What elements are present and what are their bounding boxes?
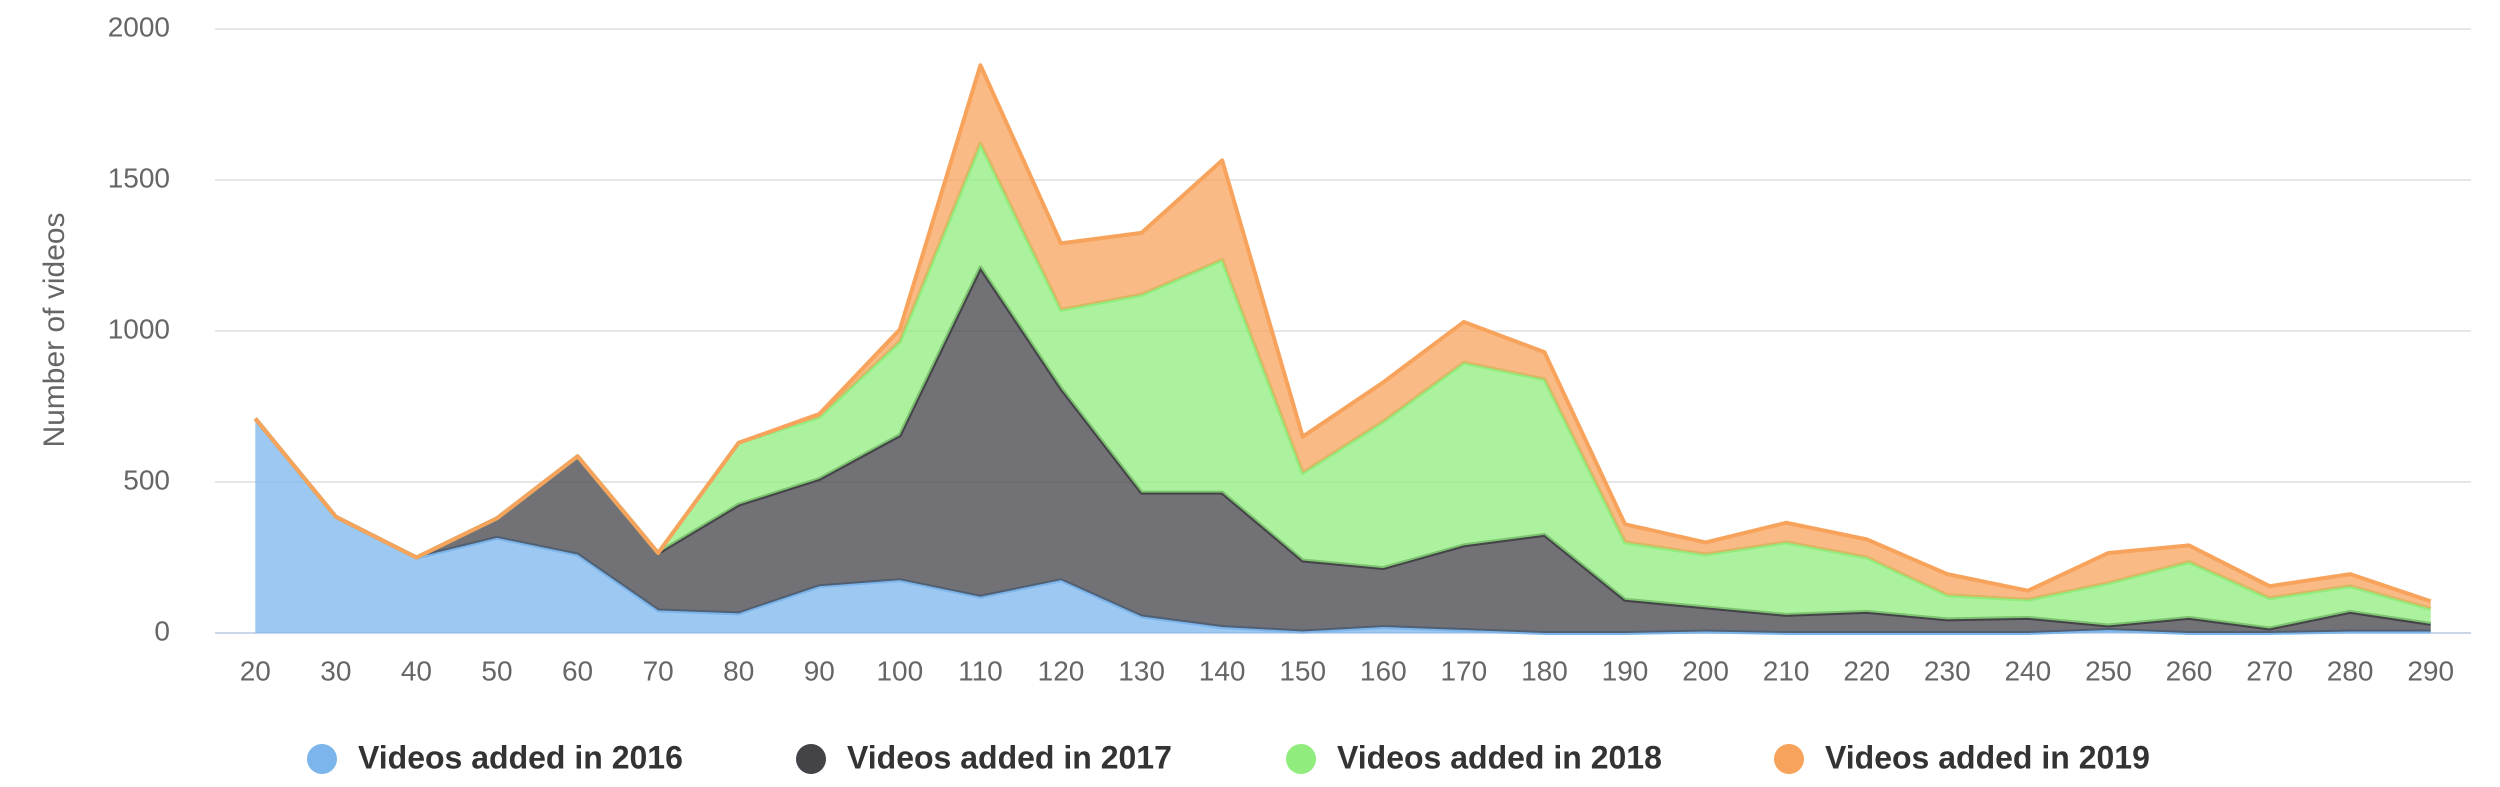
x-tick-label: 230 bbox=[1924, 655, 1971, 686]
x-tick-label: 210 bbox=[1763, 655, 1810, 686]
x-tick-label: 30 bbox=[320, 655, 351, 686]
area bbox=[255, 267, 2431, 633]
legend-text[interactable]: Videos added in 2019 bbox=[1825, 739, 2150, 775]
x-tick-label: 180 bbox=[1521, 655, 1568, 686]
legend-text[interactable]: Videos added in 2016 bbox=[358, 739, 683, 775]
legend-marker[interactable] bbox=[1286, 744, 1316, 774]
x-tick-label: 240 bbox=[2004, 655, 2051, 686]
y-axis-label: Number of videos bbox=[38, 212, 71, 447]
x-tick-label: 100 bbox=[876, 655, 923, 686]
x-tick-label: 90 bbox=[804, 655, 835, 686]
x-tick-label: 270 bbox=[2246, 655, 2293, 686]
x-tick-label: 280 bbox=[2327, 655, 2374, 686]
x-tick-label: 200 bbox=[1682, 655, 1729, 686]
legend-marker[interactable] bbox=[796, 744, 826, 774]
x-tick-label: 220 bbox=[1843, 655, 1890, 686]
x-tick-label: 40 bbox=[401, 655, 432, 686]
y-tick-label: 0 bbox=[154, 615, 170, 646]
x-tick-label: 130 bbox=[1118, 655, 1165, 686]
area-line bbox=[253, 63, 2432, 604]
x-tick-label: 290 bbox=[2407, 655, 2454, 686]
x-tick-label: 110 bbox=[958, 655, 1003, 686]
legend-text[interactable]: Videos added in 2017 bbox=[847, 739, 1172, 775]
x-tick-label: 60 bbox=[562, 655, 593, 686]
y-tick-label: 2000 bbox=[108, 11, 170, 42]
x-tick-label: 250 bbox=[2085, 655, 2132, 686]
y-tick-label: 1000 bbox=[108, 313, 170, 344]
x-tick-label: 50 bbox=[481, 655, 512, 686]
x-tick-label: 20 bbox=[240, 655, 271, 686]
y-tick-label: 500 bbox=[123, 464, 170, 495]
area bbox=[255, 418, 2431, 633]
x-tick-label: 160 bbox=[1360, 655, 1407, 686]
x-tick-label: 140 bbox=[1199, 655, 1246, 686]
legend-marker[interactable] bbox=[1774, 744, 1804, 774]
legend-text[interactable]: Videos added in 2018 bbox=[1337, 739, 1662, 775]
x-tick-label: 170 bbox=[1440, 655, 1487, 686]
x-tick-label: 190 bbox=[1602, 655, 1649, 686]
x-tick-label: 80 bbox=[723, 655, 754, 686]
legend-marker[interactable] bbox=[307, 744, 337, 774]
y-tick-label: 1500 bbox=[108, 162, 170, 193]
x-tick-label: 150 bbox=[1279, 655, 1326, 686]
x-tick-label: 260 bbox=[2166, 655, 2213, 686]
x-tick-label: 120 bbox=[1038, 655, 1085, 686]
x-tick-label: 70 bbox=[643, 655, 674, 686]
area bbox=[255, 143, 2431, 629]
